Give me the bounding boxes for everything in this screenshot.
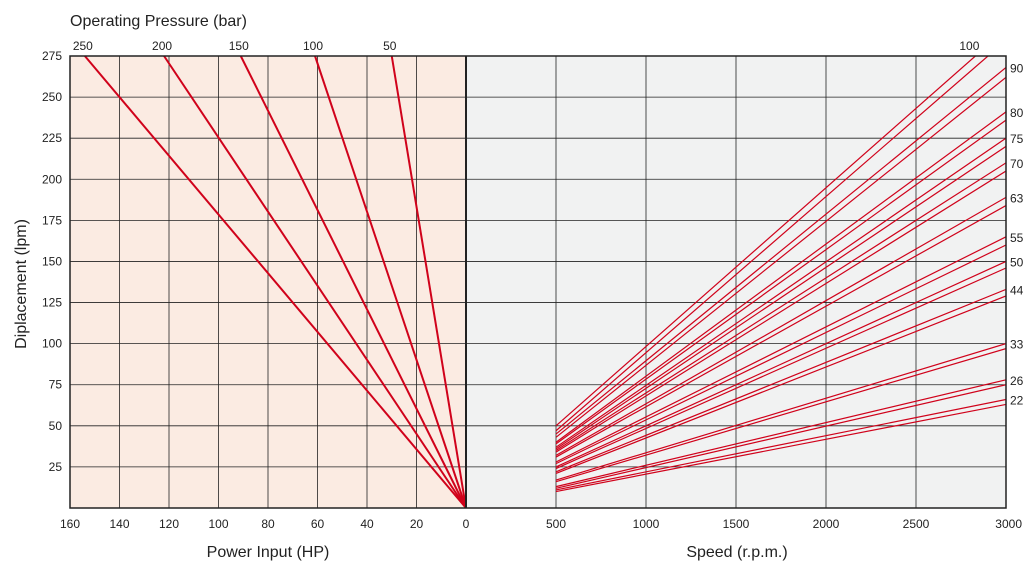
y-tick-label: 275 [42,49,62,63]
power-x-tick-label: 160 [60,517,80,531]
speed-line-pair-23 [555,403,1006,493]
speed-line-75 [555,137,1006,448]
displacement-label-50: 50 [1010,255,1024,269]
speed-line-100 [555,56,976,427]
displacement-label-70: 70 [1010,157,1024,171]
power-x-tick-label: 100 [208,517,228,531]
speed-line-pair-13 [555,244,1006,465]
speed-line-70 [555,162,1006,451]
y-axis-title: Diplacement (lpm) [13,219,30,349]
displacement-label-80: 80 [1010,106,1024,120]
power-line-50 [390,55,467,509]
speed-x-tick-label: 500 [546,517,566,531]
speed-line-80 [555,111,1006,443]
speed-line-50 [555,260,1006,468]
y-tick-label: 175 [42,213,62,227]
speed-line-pair-1 [555,56,989,432]
power-x-tick-label: 20 [410,517,424,531]
power-line-100 [314,55,467,509]
speed-line-pair-3 [555,76,1006,438]
speed-line-90 [555,67,1006,435]
y-tick-label: 25 [49,460,63,474]
speed-line-44 [555,288,1006,473]
power-line-250 [84,55,467,509]
power-x-tick-label: 120 [159,517,179,531]
power-x-tick-label: 0 [463,517,470,531]
speed-line-22 [555,398,1006,491]
pressure-label-200: 200 [152,39,172,53]
speed-line-pair-11 [555,205,1006,458]
speed-line-pair-5 [555,119,1006,445]
speed-x-tick-label: 1000 [633,517,660,531]
pressure-label-150: 150 [229,39,249,53]
speed-line-pair-9 [555,170,1006,453]
power-line-200 [163,55,467,509]
power-line-150 [239,55,467,509]
pressure-label-50: 50 [383,39,397,53]
pressure-label-250: 250 [73,39,93,53]
speed-x-tick-label: 2000 [813,517,840,531]
power-x-tick-label: 60 [311,517,325,531]
speed-line-pair-17 [555,295,1006,475]
speed-line-63 [555,196,1006,456]
chart-frame [69,55,1007,509]
speed-line-pair-15 [555,267,1006,470]
displacement-label-75: 75 [1010,132,1024,146]
y-tick-label: 150 [42,254,62,268]
power-x-axis-title: Power Input (HP) [207,544,330,561]
y-tick-label: 225 [42,131,62,145]
speed-line-pair-19 [555,347,1006,483]
top-axis-title: Operating Pressure (bar) [70,13,247,30]
displacement-label-55: 55 [1010,231,1024,245]
displacement-label-44: 44 [1010,283,1024,297]
y-tick-label: 50 [49,419,63,433]
displacement-label-26: 26 [1010,374,1024,388]
speed-line-33 [555,343,1006,481]
speed-x-tick-label: 1500 [723,517,750,531]
speed-line-pair-21 [555,384,1006,489]
displacement-label-100: 100 [959,39,979,53]
speed-line-pair-7 [555,145,1006,450]
speed-line-55 [555,236,1006,463]
speed-line-26 [555,379,1006,488]
y-tick-label: 250 [42,90,62,104]
displacement-label-63: 63 [1010,191,1024,205]
power-x-tick-label: 40 [360,517,374,531]
y-tick-label: 200 [42,172,62,186]
power-x-tick-label: 80 [261,517,275,531]
y-tick-label: 100 [42,337,62,351]
speed-x-tick-label: 3000 [995,517,1022,531]
speed-x-tick-label: 2500 [903,517,930,531]
y-tick-label: 125 [42,296,62,310]
speed-lines [555,56,1006,493]
displacement-label-90: 90 [1010,62,1024,76]
power-x-tick-label: 140 [109,517,129,531]
displacement-label-22: 22 [1010,394,1024,408]
plot-frame [69,55,1007,509]
displacement-label-33: 33 [1010,338,1024,352]
pressure-label-100: 100 [303,39,323,53]
chart-lines [84,55,1006,509]
speed-x-axis-title: Speed (r.p.m.) [686,544,787,561]
y-tick-label: 75 [49,378,63,392]
